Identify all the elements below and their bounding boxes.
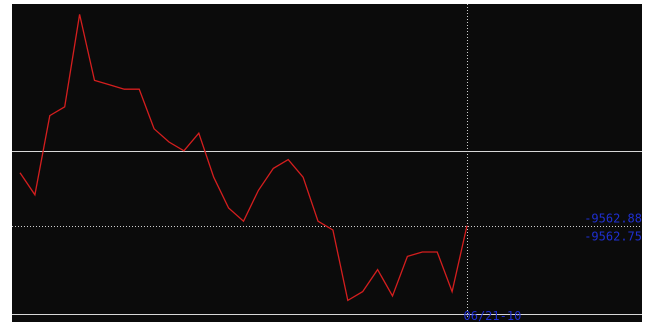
series-line xyxy=(19,14,468,302)
crosshair-x-label: 06/21-10 xyxy=(464,309,522,323)
grid-layer xyxy=(12,151,642,315)
crosshair-y-label: -9562.88 xyxy=(584,212,642,226)
crosshair-value-label: -9562.75 xyxy=(584,230,642,244)
plot-background xyxy=(12,4,642,322)
label-layer: -9562.88 -9562.75 06/21-10 xyxy=(464,212,643,324)
